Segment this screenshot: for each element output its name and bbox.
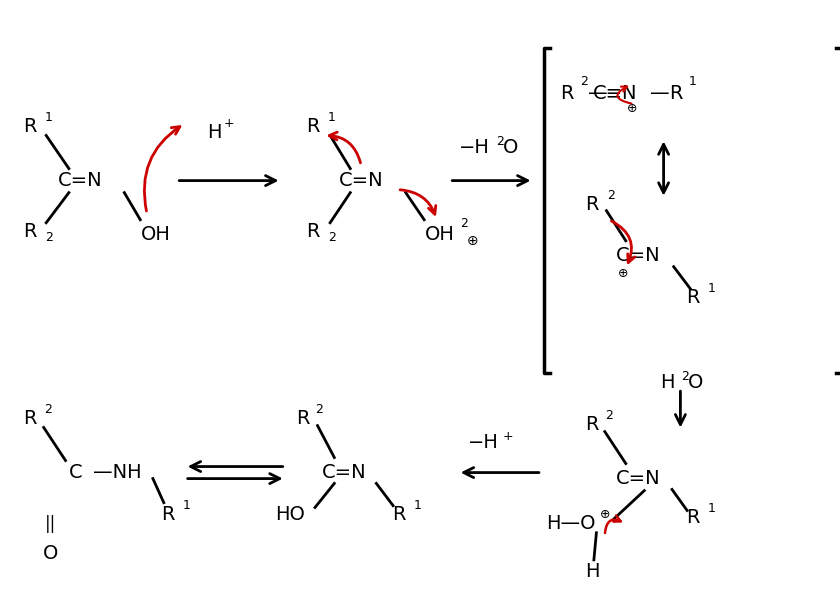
Text: HO: HO [275,505,305,524]
Text: ⊕: ⊕ [627,102,637,115]
Text: R: R [585,415,599,434]
Text: O: O [43,544,58,563]
Text: C=N: C=N [339,171,384,190]
Text: C=N: C=N [616,246,661,265]
Text: 2: 2 [460,217,469,231]
Text: —NH: —NH [93,463,142,482]
Text: —: — [649,84,669,103]
Text: 2: 2 [44,403,52,416]
Text: OH: OH [424,225,454,244]
Text: 2: 2 [606,189,615,202]
Text: R: R [686,508,700,527]
Text: −H: −H [468,433,498,452]
Text: R: R [23,222,36,241]
Text: OH: OH [140,225,171,244]
Text: C=N: C=N [322,463,367,482]
Text: R: R [161,505,175,524]
Text: ⊕: ⊕ [600,508,610,521]
Text: R: R [560,84,574,103]
Text: +: + [503,430,513,443]
Text: −H: −H [459,138,490,157]
Text: 2: 2 [315,403,323,416]
Text: —: — [588,84,608,103]
Text: H: H [660,373,675,392]
Text: ⊕: ⊕ [467,234,479,248]
Text: C=N: C=N [57,171,102,190]
Text: C=N: C=N [616,469,661,488]
Text: 1: 1 [413,499,422,512]
Text: 1: 1 [707,502,716,515]
Text: H—O: H—O [547,514,596,533]
Text: R: R [392,505,406,524]
Text: R: R [296,409,309,428]
Text: ||: || [45,515,56,533]
Text: H: H [585,562,600,582]
Text: 1: 1 [689,75,697,88]
Text: 1: 1 [182,499,191,512]
Text: 2: 2 [605,409,613,422]
Text: ⊕: ⊕ [618,267,628,281]
Text: 2: 2 [580,75,588,88]
Text: 2: 2 [680,370,689,383]
Text: 1: 1 [707,282,716,296]
Text: H: H [207,123,222,142]
Text: R: R [307,117,320,136]
Text: 2: 2 [496,135,504,148]
Text: R: R [669,84,683,103]
Text: O: O [503,138,518,157]
Text: 2: 2 [45,231,53,244]
Text: R: R [307,222,320,241]
Text: R: R [23,117,36,136]
Text: 2: 2 [328,231,336,244]
Text: O: O [688,373,703,392]
Text: C: C [69,463,82,482]
Text: C≡N: C≡N [593,84,637,103]
Text: R: R [23,409,36,428]
Text: +: + [223,117,234,130]
Text: R: R [585,195,599,214]
Text: R: R [686,288,700,308]
Text: 1: 1 [328,111,336,124]
Text: 1: 1 [45,111,53,124]
